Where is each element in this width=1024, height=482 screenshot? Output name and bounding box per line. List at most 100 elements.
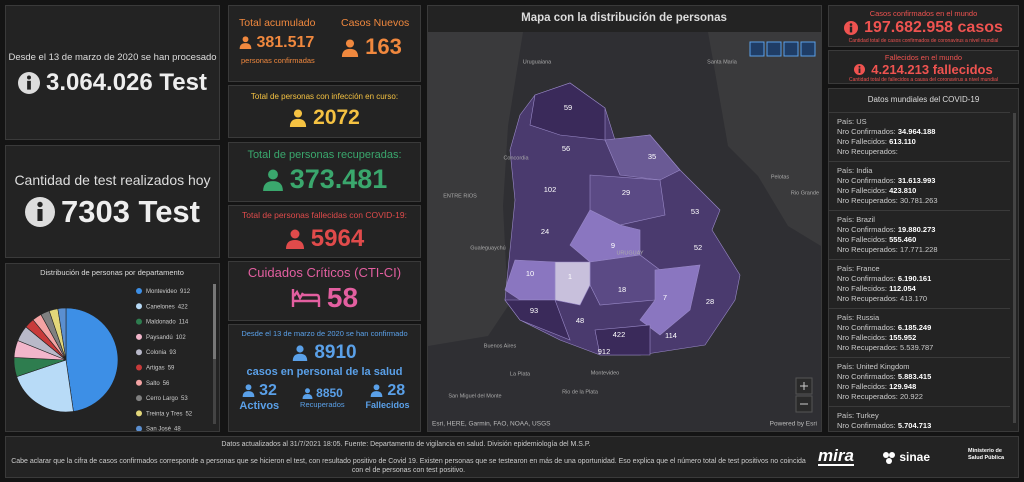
legend-label: Paysandú 102 xyxy=(146,334,186,340)
scroll-thumb xyxy=(213,284,216,359)
field-label: Nro Recuperados: xyxy=(837,392,898,401)
field-value: 5.883.415 xyxy=(897,372,932,381)
basemap-button[interactable] xyxy=(800,41,816,57)
department-count: 1 xyxy=(568,272,572,281)
list-title: Datos mundiales del COVID-19 xyxy=(867,95,980,104)
legend-name: Cerro Largo xyxy=(146,396,179,402)
department-count: 422 xyxy=(613,330,626,339)
field-value: 155.952 xyxy=(889,333,917,342)
person-icon xyxy=(285,229,305,249)
map: Mapa con la distribución de personas Esr… xyxy=(428,12,821,431)
chart-title: Distribución de personas por departament… xyxy=(40,268,184,277)
person-icon xyxy=(242,384,255,397)
tests-today-panel: Cantidad de test realizados hoy 7303 Tes… xyxy=(5,145,220,258)
entry-line: País: France xyxy=(837,264,1002,274)
field-label: Nro Recuperados: xyxy=(837,294,898,303)
field-value: 129.948 xyxy=(889,382,917,391)
entry-line: Nro Fallecidos: 613.110 xyxy=(837,137,1002,147)
entry-line: Nro Recuperados: 20.922 xyxy=(837,392,1002,402)
field-label: Nro Confirmados: xyxy=(837,421,896,430)
entry-line: Nro Fallecidos: 112.054 xyxy=(837,284,1002,294)
entry-line: Nro Confirmados: 6.185.249 xyxy=(837,323,1002,333)
entry-line: Nro Confirmados: 5.883.415 xyxy=(837,372,1002,382)
place-name: Uruguaiana xyxy=(523,59,552,65)
layers-button[interactable] xyxy=(783,41,799,57)
field-value: Russia xyxy=(856,313,880,322)
critical-title: Cuidados Críticos (CTI-CI) xyxy=(247,265,402,280)
field-value: 5.704.713 xyxy=(897,421,932,430)
field-value: 413.170 xyxy=(899,294,928,303)
person-icon xyxy=(292,345,308,361)
legend-swatch xyxy=(136,303,142,310)
field-value: 20.922 xyxy=(899,392,923,401)
field-value: 613.110 xyxy=(889,137,916,146)
department-count: 35 xyxy=(648,152,656,161)
critical-panel: Cuidados Críticos (CTI-CI) 58 xyxy=(228,261,421,321)
legend-swatch xyxy=(136,425,142,431)
deceased-panel: Total de personas fallecidas con COVID-1… xyxy=(228,205,421,258)
field-label: Nro Confirmados: xyxy=(837,127,896,136)
active-value: 2072 xyxy=(313,106,360,129)
department-count: 912 xyxy=(598,347,611,356)
entry-line: País: United Kingdom xyxy=(837,362,1002,372)
country-entry: País: India Nro Confirmados: 31.613.993 Nr… xyxy=(829,162,1010,211)
field-label: País: xyxy=(837,411,855,420)
field-value: US xyxy=(856,117,867,126)
legend-button[interactable] xyxy=(766,41,782,57)
new-cases-row: 163 xyxy=(341,34,402,60)
field-value: 51.253 xyxy=(889,431,912,432)
person-icon xyxy=(302,388,313,399)
deceased-row: 5964 xyxy=(229,225,420,253)
department-count: 28 xyxy=(706,297,714,306)
value-row: 7303 Test xyxy=(6,194,219,230)
place-name: Montevideo xyxy=(591,370,619,376)
field-label: Nro Fallecidos: xyxy=(837,382,888,391)
field-value: France xyxy=(856,264,880,273)
info-icon xyxy=(18,72,40,94)
recovered-panel: Total de personas recuperadas: 373.481 xyxy=(228,142,421,202)
legend-label: Maldonado 114 xyxy=(146,319,189,325)
country-entry: País: United Kingdom Nro Confirmados: 5.8… xyxy=(829,358,1010,407)
field-value: 423.810 xyxy=(889,186,917,195)
legend-swatch xyxy=(136,288,142,294)
entry-line: Nro Fallecidos: 51.253 xyxy=(837,431,1002,432)
legend-value: 48 xyxy=(174,426,181,431)
place-name: Rio Grande xyxy=(791,190,819,196)
deceased-title: Total de personas fallecidas con COVID-1… xyxy=(242,210,407,220)
department xyxy=(639,264,701,336)
label: Desde el 13 de marzo de 2020 se han proc… xyxy=(8,52,217,63)
home-button[interactable] xyxy=(749,41,765,57)
legend-label: Montevideo 912 xyxy=(146,289,191,295)
country-entry: País: Russia Nro Confirmados: 6.185.249 Nr… xyxy=(829,309,1010,358)
entry-line: Nro Recuperados: xyxy=(837,147,1002,157)
label: Recuperados xyxy=(300,400,345,409)
zoom-controls[interactable] xyxy=(795,377,813,413)
legend-value: 93 xyxy=(169,350,176,356)
legend-value: 912 xyxy=(180,289,191,295)
field-label: País: xyxy=(837,215,855,224)
map-toolbar[interactable] xyxy=(749,41,816,57)
place-name: Rio de la Plata xyxy=(562,389,599,395)
field-value: 6.190.161 xyxy=(897,274,932,283)
legend-swatch xyxy=(136,318,142,325)
field-value: 5.539.787 xyxy=(899,343,934,352)
department-count: 18 xyxy=(618,285,626,294)
active-row: 2072 xyxy=(229,106,420,130)
field-label: País: xyxy=(837,264,855,273)
entry-line: Nro Confirmados: 31.613.993 xyxy=(837,176,1002,186)
legend-swatch xyxy=(136,395,142,402)
total-caption: personas confirmadas xyxy=(241,56,315,65)
entry-line: Nro Confirmados: 19.880.273 xyxy=(837,225,1002,235)
field-value: India xyxy=(856,166,873,175)
logo-mira: mira xyxy=(818,446,854,466)
place-name: URUGUAY xyxy=(616,250,643,256)
scrollbar xyxy=(1013,113,1016,423)
legend-name: Artigas xyxy=(146,365,165,371)
pie-panel: Distribución de personas por departament… xyxy=(5,263,220,432)
entry-line: Nro Fallecidos: 129.948 xyxy=(837,382,1002,392)
staff-recovered: 8850 Recuperados xyxy=(300,382,345,412)
map-title: Mapa con la distribución de personas xyxy=(521,12,727,24)
place-name: San Miguel del Monte xyxy=(448,393,501,399)
department-count: 9 xyxy=(611,241,615,250)
